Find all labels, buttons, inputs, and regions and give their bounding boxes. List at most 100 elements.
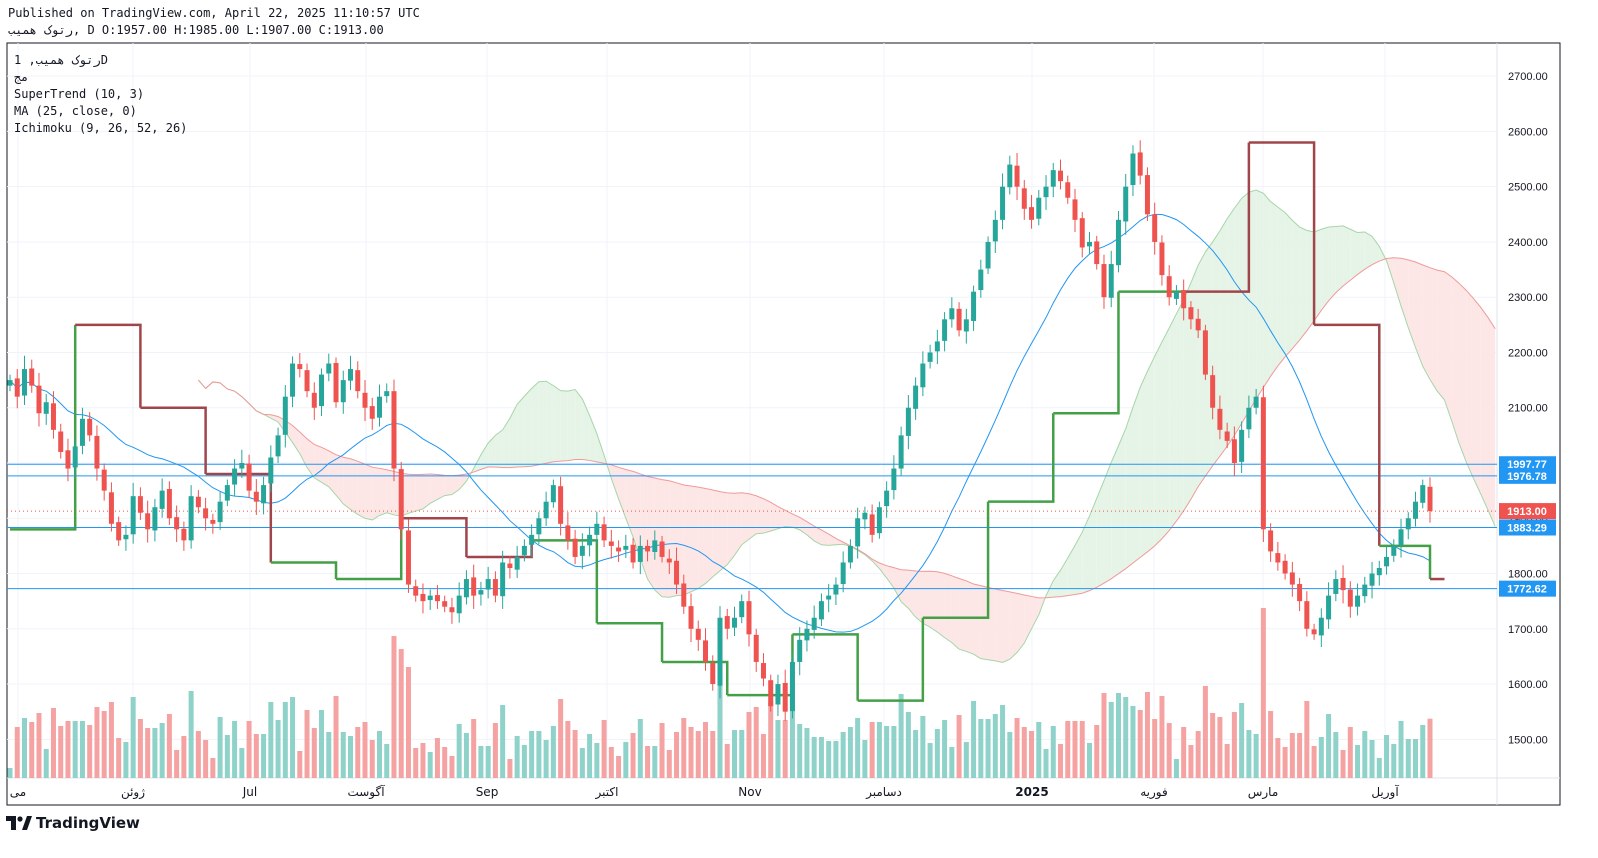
volume-bar <box>1115 693 1121 778</box>
candle <box>145 500 151 543</box>
candle <box>123 525 129 551</box>
candle-body <box>1253 396 1259 408</box>
candle-body <box>1217 408 1223 430</box>
candle <box>1362 576 1368 603</box>
volume-bar <box>811 737 817 778</box>
candle <box>688 593 694 643</box>
senkou-span-b <box>197 257 1496 599</box>
candle-body <box>1297 584 1303 602</box>
y-tick-label: 2700.00 <box>1508 71 1548 83</box>
legend-supertrend[interactable]: SuperTrend (10, 3) <box>14 87 145 101</box>
candle <box>130 482 136 544</box>
cloud-segment <box>930 571 938 633</box>
candle <box>891 455 897 500</box>
cloud-segment <box>1198 251 1206 487</box>
cloud-segment <box>553 385 561 462</box>
candle-body <box>94 435 100 469</box>
volume-bar <box>413 748 419 778</box>
candle-body <box>1398 529 1404 546</box>
legend-symbol[interactable]: رتوک همیب, 1D <box>14 53 108 67</box>
candle <box>521 539 527 562</box>
cloud-segment <box>712 489 720 577</box>
cloud-segment <box>1285 212 1293 357</box>
cloud-segment <box>1067 545 1075 596</box>
candle <box>1021 180 1027 220</box>
supertrend-line <box>662 660 729 696</box>
cloud-segment <box>1125 407 1133 569</box>
candle <box>869 504 875 543</box>
volume-bar <box>1289 733 1295 778</box>
tradingview-logo[interactable]: TradingView <box>6 814 140 832</box>
candle-body <box>123 534 129 540</box>
candle <box>855 507 861 559</box>
volume-bar <box>1181 727 1187 778</box>
volume-bar <box>7 768 13 778</box>
volume-bar <box>1173 759 1179 778</box>
volume-bar <box>398 649 404 778</box>
candle <box>1260 385 1266 543</box>
candle-body <box>1413 501 1419 519</box>
y-tick-label: 1800.00 <box>1508 569 1548 581</box>
volume-bar <box>1268 711 1274 778</box>
cloud-segment <box>1227 208 1235 447</box>
cloud-segment <box>1306 230 1315 331</box>
volume-bar <box>543 740 549 778</box>
legend-ma[interactable]: MA (25, close, 0) <box>14 104 137 118</box>
candle <box>166 481 172 525</box>
candle-body <box>753 634 759 662</box>
candle-body <box>1007 164 1013 188</box>
cloud-segment <box>1009 591 1018 660</box>
candle-body <box>1144 175 1150 215</box>
candle <box>753 628 759 672</box>
y-tick-label: 1600.00 <box>1508 679 1548 691</box>
candle-body <box>731 617 737 628</box>
candle <box>79 407 85 455</box>
volume-bar <box>1123 697 1129 778</box>
volume-bar <box>319 710 325 778</box>
volume-bar <box>1065 721 1071 778</box>
candle <box>536 512 542 545</box>
candle-body <box>558 486 564 524</box>
candle <box>398 461 404 540</box>
candle <box>137 487 143 520</box>
candle <box>876 501 882 539</box>
volume-bar <box>847 727 853 778</box>
candle-body <box>1202 330 1208 375</box>
candle-body <box>1166 276 1172 298</box>
cloud-segment <box>618 467 626 519</box>
volume-bar <box>1152 719 1158 778</box>
candle <box>181 521 187 551</box>
volume-bar <box>869 722 875 778</box>
legend-ichimoku[interactable]: Ichimoku (9, 26, 52, 26) <box>14 121 188 135</box>
candle-body <box>789 661 795 712</box>
cloud-segment <box>959 578 967 652</box>
candle <box>775 674 781 717</box>
candle <box>1253 388 1259 415</box>
price-tag-text: 1913.00 <box>1507 506 1547 518</box>
cloud-segment <box>915 570 923 624</box>
volume-bar <box>855 718 861 778</box>
cloud-segment <box>748 493 757 540</box>
candle-body <box>949 308 955 320</box>
candle-body <box>782 682 788 712</box>
candle <box>1094 235 1100 270</box>
supertrend-line <box>1314 323 1381 546</box>
volume-bar <box>1086 743 1092 778</box>
volume-bar <box>1311 746 1317 778</box>
candle-body <box>58 431 64 452</box>
cloud-segment <box>625 469 634 538</box>
candle-body <box>1108 264 1114 298</box>
y-tick-label: 1700.00 <box>1508 624 1548 636</box>
cloud-segment <box>756 495 764 534</box>
cloud-segment <box>1241 192 1249 424</box>
volume-bar <box>601 720 607 778</box>
candle-body <box>108 492 114 524</box>
candle <box>724 608 730 640</box>
cloud-segment <box>705 488 713 584</box>
candle <box>1347 581 1353 618</box>
volume-bar <box>116 738 122 778</box>
candle <box>1420 479 1426 509</box>
candle-body <box>1318 617 1324 636</box>
candle-body <box>1384 556 1390 567</box>
